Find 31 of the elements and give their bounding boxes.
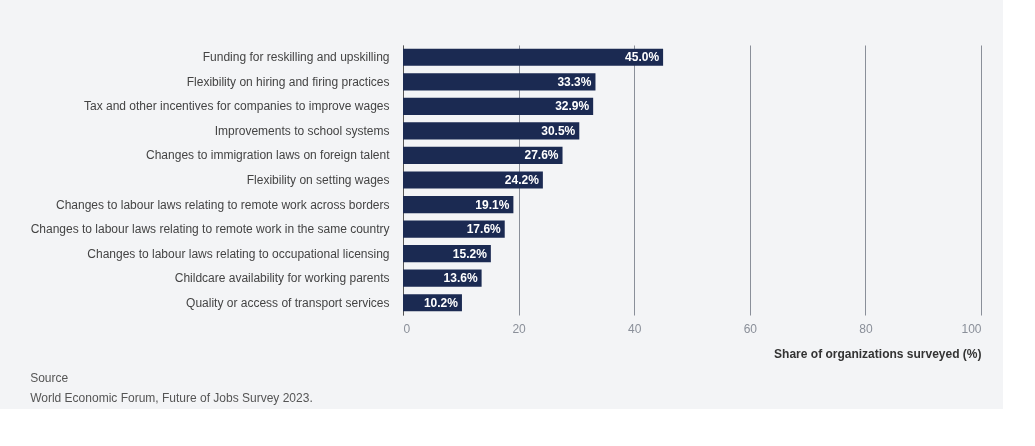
data-label: 32.9%: [555, 99, 590, 114]
y-tick-label: Flexibility on setting wages: [246, 173, 390, 187]
x-axis-title: Share of organizations surveyed (%): [774, 346, 982, 361]
data-label: 10.2%: [423, 295, 459, 310]
y-tick-label: Changes to immigration laws on foreign talent: [146, 148, 391, 163]
data-label: 33.3%: [557, 74, 592, 89]
y-tick-label: Quality or access of transport services: [186, 295, 390, 310]
data-label: 27.6%: [524, 148, 559, 163]
data-label: 45.0%: [625, 50, 660, 65]
x-tick-label: 100: [961, 321, 982, 336]
data-label: 19.1%: [475, 197, 510, 212]
text: World Economic Forum, Future of Jobs Survey 2023.: [30, 391, 313, 405]
y-tick-label: Changes to labour laws relating to remote work in the same country: [30, 222, 390, 237]
data-label: 17.6%: [466, 222, 502, 237]
x-tick-label: 40: [628, 321, 642, 336]
y-tick-label: Flexibility on hiring and firing practices: [186, 74, 390, 89]
data-label: 30.5%: [541, 123, 576, 138]
y-tick-label: Childcare availability for working parents: [174, 271, 390, 286]
data-label: 15.2%: [452, 246, 488, 261]
x-tick-label: 0: [403, 321, 411, 336]
data-label: 24.2%: [504, 173, 540, 187]
y-tick-label: Tax and other incentives for companies to improve wages: [84, 99, 390, 114]
text: Source: [30, 371, 69, 385]
x-tick-label: 20: [512, 321, 527, 336]
y-tick-label: Changes to labour laws relating to remote work across borders: [56, 197, 390, 212]
x-tick-label: 60: [743, 321, 758, 336]
y-tick-label: Funding for reskilling and upskilling: [202, 50, 390, 65]
y-tick-label: Improvements to school systems: [214, 123, 390, 138]
data-label: 13.6%: [443, 271, 478, 286]
x-tick-label: 80: [859, 321, 873, 336]
y-tick-label: Changes to labour laws relating to occupational licensing: [87, 246, 390, 261]
